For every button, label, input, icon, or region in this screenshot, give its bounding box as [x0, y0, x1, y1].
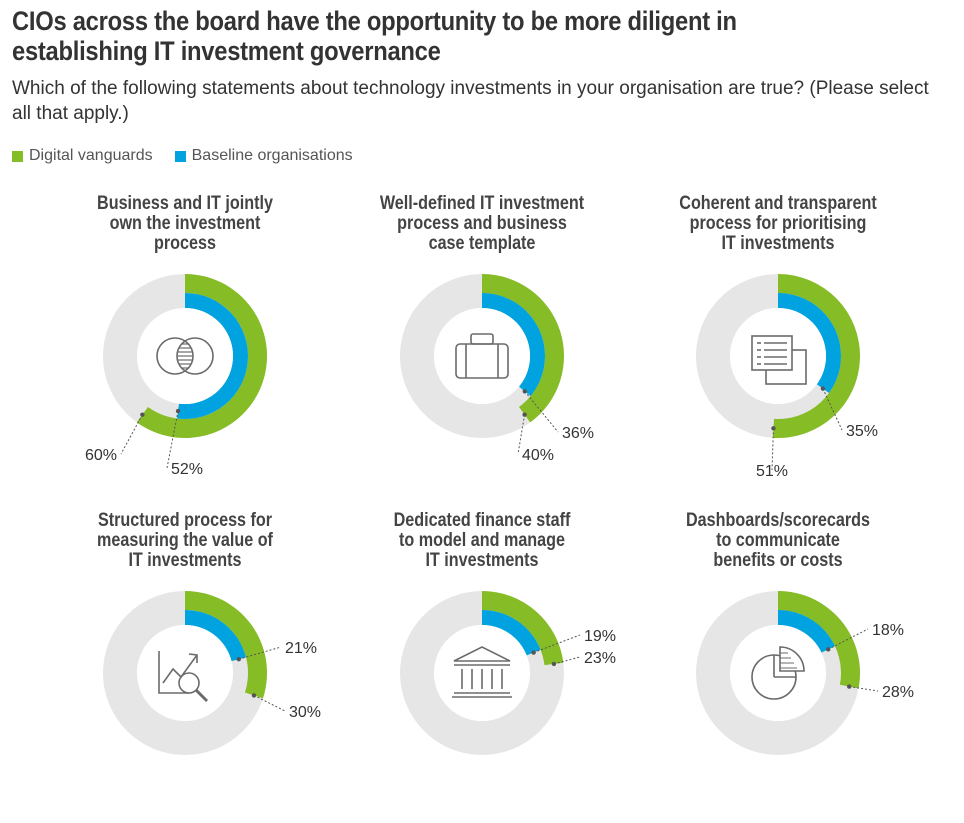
donut-chart-5: 23%19%: [400, 591, 616, 755]
baseline-label: 19%: [584, 628, 616, 645]
vanguard-label: 51%: [756, 463, 788, 480]
vanguard-arc: [185, 591, 267, 699]
vanguard-arc: [778, 591, 860, 689]
documents-icon: [751, 335, 807, 385]
baseline-label: 35%: [846, 423, 878, 440]
vanguard-label: 23%: [584, 650, 616, 667]
baseline-label: 18%: [872, 622, 904, 639]
chart-title-line: own the investment: [109, 213, 261, 234]
baseline-label-dot: [522, 389, 527, 394]
vanguard-label-leader: [120, 414, 143, 455]
chart-title-line: benefits or costs: [713, 550, 843, 571]
chart-title-1: Business and IT jointly own the investmen…: [58, 194, 313, 254]
vanguard-label: 28%: [882, 684, 914, 701]
vanguard-label: 30%: [289, 704, 321, 721]
legend-swatch-baseline: [174, 150, 186, 162]
baseline-label-leader: [533, 634, 581, 654]
baseline-arc: [177, 293, 248, 419]
chart-title-line: to model and manage: [398, 530, 566, 551]
baseline-label: 36%: [562, 425, 594, 442]
page-title: CIOs across the board have the opportuni…: [12, 6, 737, 66]
vanguard-label-leader: [553, 656, 581, 665]
chart-title-line: process for prioritising: [689, 213, 867, 234]
chart-title-line: Coherent and transparent: [679, 193, 877, 214]
donut-chart-6: 28% 18%: [696, 591, 914, 755]
baseline-arc: [482, 293, 545, 397]
legend-item-vanguards: Digital vanguards: [12, 147, 153, 165]
baseline-label-leader: [238, 646, 282, 660]
chart-title-6: Dashboards/scorecards to communicate benef…: [651, 511, 906, 571]
chart-title-line: Dedicated finance staff: [393, 510, 571, 531]
vanguard-label-dot: [522, 412, 527, 417]
vanguard-label-dot: [551, 661, 557, 667]
baseline-arc: [778, 610, 836, 653]
chart-title-line: Well-defined IT investment: [379, 193, 585, 214]
vanguard-arc: [772, 274, 860, 438]
chart-title-3: Coherent and transparent process for prio…: [651, 194, 906, 254]
chart-title-line: case template: [428, 233, 536, 254]
vanguard-arc: [482, 274, 564, 423]
chart-title-line: Business and IT jointly: [97, 193, 273, 214]
vanguard-label-leader: [517, 414, 526, 455]
vanguard-label-leader: [849, 686, 879, 692]
chart-title-line: IT investments: [721, 233, 835, 254]
baseline-label-leader: [166, 410, 179, 469]
chart-title-line: process: [154, 233, 216, 254]
chart-title-line: to communicate: [716, 530, 840, 551]
baseline-arc: [778, 293, 841, 394]
venn-diagram-icon: [156, 337, 214, 375]
vanguard-arc: [482, 591, 564, 666]
chart-title-4: Structured process for measuring the valu…: [58, 511, 313, 571]
chart-title-line: measuring the value of: [97, 530, 273, 551]
chart-title-line: IT investments: [128, 550, 242, 571]
baseline-label: 21%: [285, 640, 317, 657]
baseline-arc: [185, 610, 247, 662]
legend-label-vanguards: Digital vanguards: [29, 147, 153, 164]
vanguard-arc: [136, 274, 268, 438]
baseline-arc: [482, 610, 541, 656]
briefcase-icon: [455, 333, 509, 379]
baseline-label-leader: [822, 388, 843, 431]
baseline-label-dot: [826, 647, 831, 652]
donut-chart-2: 40% 36%: [400, 274, 594, 464]
donut-chart-4: 30% 21%: [103, 591, 321, 755]
chart-title-line: process and business: [397, 213, 567, 234]
vanguard-label-leader: [253, 694, 286, 712]
vanguard-label-leader: [771, 428, 774, 471]
chart-title-line: Structured process for: [97, 510, 273, 531]
legend-label-baseline: Baseline organisations: [191, 147, 353, 164]
chart-magnifier-icon: [158, 651, 209, 703]
donut-chart-1: 60% 52%: [85, 274, 268, 478]
chart-title-line: IT investments: [425, 550, 539, 571]
legend-item-baseline: Baseline organisations: [174, 147, 353, 165]
baseline-label-dot: [820, 386, 826, 391]
pie-chart-icon: [751, 646, 805, 700]
baseline-label: 52%: [171, 461, 203, 478]
donut-center: [434, 308, 530, 404]
bank-icon: [452, 646, 512, 698]
chart-title-2: Well-defined IT investment process and bu…: [355, 194, 610, 254]
legend: Digital vanguards Baseline organisations: [12, 147, 375, 165]
vanguard-label: 40%: [522, 447, 554, 464]
baseline-label-leader: [524, 391, 559, 433]
chart-title-line: Dashboards/scorecards: [685, 510, 871, 531]
vanguard-label: 60%: [85, 447, 117, 464]
donut-center: [730, 625, 826, 721]
legend-swatch-vanguards: [12, 150, 23, 162]
page-subtitle: Which of the following statements about …: [12, 78, 929, 124]
chart-title-5: Dedicated finance staff to model and mana…: [355, 511, 610, 571]
donut-chart-3: 51% 35%: [696, 274, 878, 480]
baseline-label-leader: [827, 628, 869, 650]
